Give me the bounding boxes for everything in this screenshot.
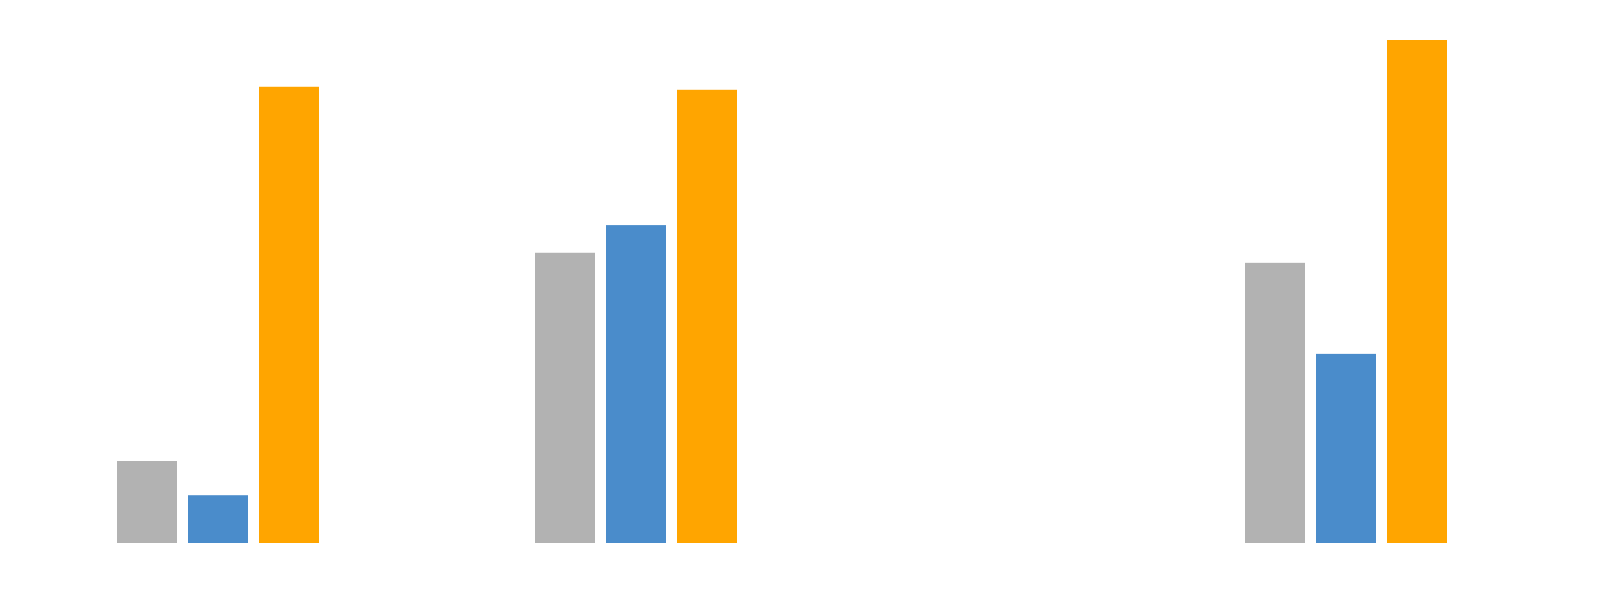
bar	[188, 495, 248, 543]
bar	[677, 89, 737, 543]
bar	[117, 461, 177, 543]
bar	[606, 225, 666, 543]
bar	[1316, 353, 1376, 543]
bar	[1245, 262, 1305, 543]
bar	[535, 252, 595, 544]
bar	[1387, 40, 1447, 543]
bar	[259, 86, 319, 544]
